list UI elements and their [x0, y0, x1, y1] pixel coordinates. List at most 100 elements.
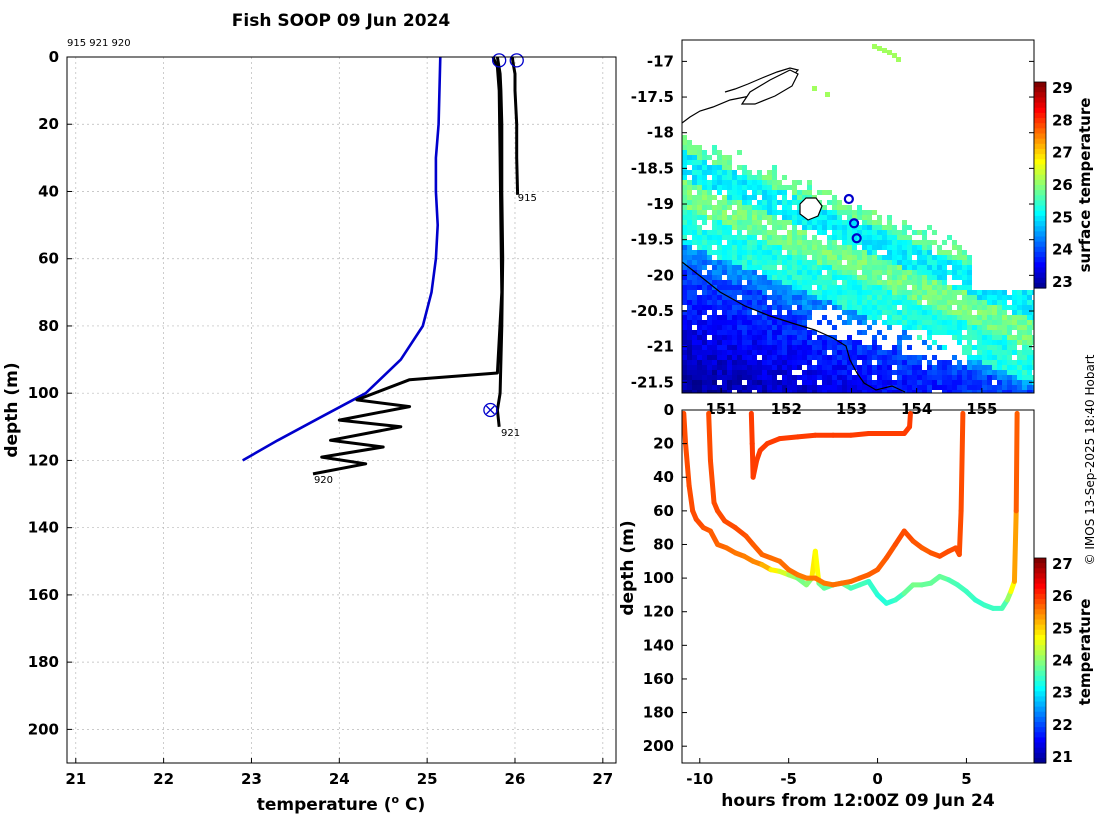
sst-cell [907, 300, 912, 305]
sst-cell [782, 225, 787, 230]
sst-cell [992, 315, 997, 320]
sst-cell [947, 290, 952, 295]
sst-cell [937, 385, 942, 390]
sst-cell [777, 190, 782, 195]
sst-cell [992, 335, 997, 340]
sst-cell [797, 305, 802, 310]
sst-cell [752, 275, 757, 280]
sst-cell [1022, 365, 1027, 370]
sst-cell [962, 375, 967, 380]
sst-cell [817, 240, 822, 245]
sst-cell [832, 230, 837, 235]
sst-cell [822, 250, 827, 255]
sst-cell [997, 345, 1002, 350]
sst-cell [957, 335, 962, 340]
sst-cell [732, 300, 737, 305]
sst-cell [722, 345, 727, 350]
sst-cell [1007, 325, 1012, 330]
sst-cell [902, 305, 907, 310]
sst-cell [807, 225, 812, 230]
sst-cell [732, 370, 737, 375]
sst-cell [812, 220, 817, 225]
sst-cell [847, 310, 852, 315]
sst-cell [912, 280, 917, 285]
sst-cell [767, 355, 772, 360]
sst-cell [832, 225, 837, 230]
sst-cell [722, 355, 727, 360]
sst-cell [687, 225, 692, 230]
sst-cell [687, 155, 692, 160]
sst-cell [1002, 315, 1007, 320]
sst-cell [692, 270, 697, 275]
sst-cell [837, 390, 842, 393]
sst-cell [897, 380, 902, 385]
sst-cell [692, 170, 697, 175]
sst-cell [982, 345, 987, 350]
sst-cell [682, 140, 687, 145]
sst-cell [767, 345, 772, 350]
sst-cell [937, 300, 942, 305]
map-colorbar-segment [1034, 97, 1046, 104]
sst-cell [712, 325, 717, 330]
sst-cell [712, 240, 717, 245]
sst-cell [1027, 355, 1032, 360]
sst-cell [682, 180, 687, 185]
sst-cell [982, 375, 987, 380]
sst-cell [747, 370, 752, 375]
sst-cell [822, 300, 827, 305]
sst-cell [887, 315, 892, 320]
sst-cell [867, 280, 872, 285]
sst-cell [747, 235, 752, 240]
sst-cell [812, 375, 817, 380]
map-colorbar-segment [1034, 195, 1046, 202]
sst-cell [872, 230, 877, 235]
sst-cell [792, 260, 797, 265]
sst-cell [782, 275, 787, 280]
sst-cell [722, 300, 727, 305]
sst-cell [1007, 295, 1012, 300]
sst-cell [822, 225, 827, 230]
sst-cell [1002, 380, 1007, 385]
sst-cell [812, 260, 817, 265]
sst-cell [792, 220, 797, 225]
sst-cell [892, 360, 897, 365]
sst-cell [752, 180, 757, 185]
map-ytick-label: -21 [647, 338, 674, 356]
sst-cell [872, 280, 877, 285]
sst-cell [702, 320, 707, 325]
sst-cell [807, 180, 812, 185]
sst-cell [697, 195, 702, 200]
sst-cell [732, 310, 737, 315]
sst-cell [802, 230, 807, 235]
sst-cell [912, 380, 917, 385]
sst-cell [717, 325, 722, 330]
sst-cell [717, 315, 722, 320]
sst-cell [752, 205, 757, 210]
sst-cell [817, 265, 822, 270]
section-colorbar-segment [1034, 563, 1046, 569]
sst-cell [732, 355, 737, 360]
sst-cell [907, 235, 912, 240]
sst-cell [787, 220, 792, 225]
sst-cell [942, 330, 947, 335]
sst-cell [737, 370, 742, 375]
sst-cell [902, 325, 907, 330]
sst-cell [732, 385, 737, 390]
sst-cell [967, 320, 972, 325]
sst-cell [1017, 385, 1022, 390]
sst-cell [712, 175, 717, 180]
sst-cell [697, 340, 702, 345]
sst-cell [1032, 355, 1034, 360]
sst-cell [842, 340, 847, 345]
sst-cell [942, 290, 947, 295]
sst-cell [777, 355, 782, 360]
sst-cell [712, 360, 717, 365]
sst-cell [907, 390, 912, 393]
section-tracks [682, 410, 1020, 611]
sst-cell [792, 200, 797, 205]
sst-cell [947, 270, 952, 275]
sst-cell [692, 195, 697, 200]
sst-cell [912, 365, 917, 370]
sst-cell [772, 250, 777, 255]
sst-cell [682, 370, 687, 375]
